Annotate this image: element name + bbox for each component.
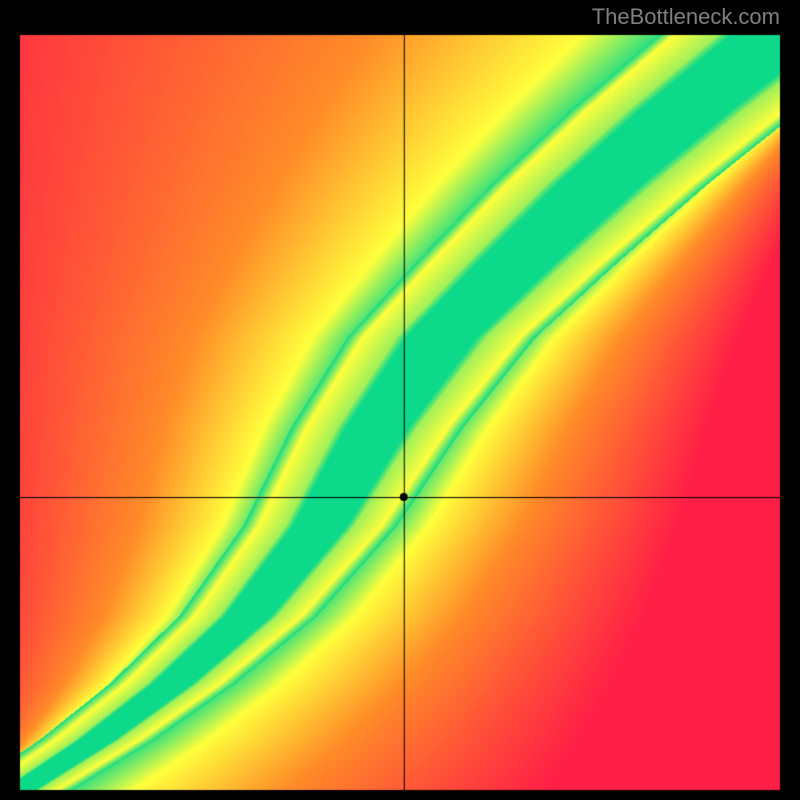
bottleneck-heatmap — [0, 0, 800, 800]
watermark-text: TheBottleneck.com — [592, 4, 780, 30]
chart-container: TheBottleneck.com — [0, 0, 800, 800]
